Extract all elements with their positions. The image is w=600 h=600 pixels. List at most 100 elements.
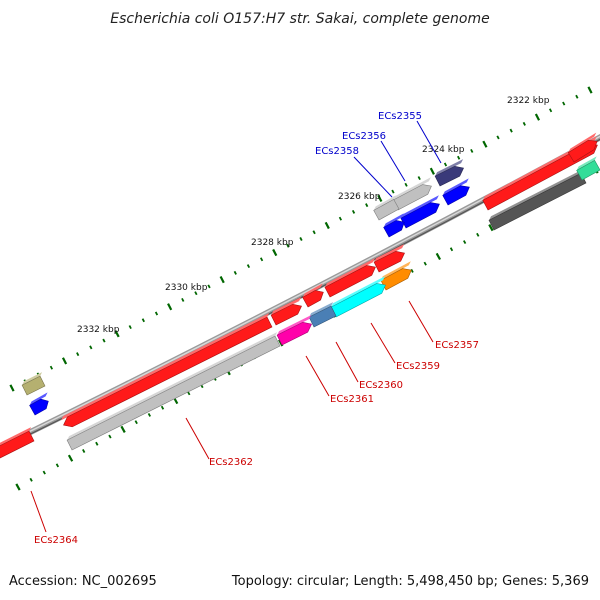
scale-tick-minor (181, 297, 185, 302)
gene-top-face (373, 195, 396, 211)
gene-red-b[interactable] (270, 297, 302, 326)
gene-ecs2357[interactable] (380, 261, 412, 291)
gene-top-face (374, 244, 405, 263)
gene-top-face (22, 372, 43, 386)
scale-label: 2332 kbp (77, 325, 120, 335)
scale-ticks-outer (9, 86, 593, 392)
gene-top-face (61, 313, 270, 421)
gene-blue-tiny[interactable] (383, 213, 405, 238)
scale-tick-major (272, 248, 278, 257)
scale-label: 2324 kbp (422, 145, 465, 155)
scale-tick-minor (154, 311, 159, 316)
gene-ecs2362[interactable] (66, 332, 281, 451)
gene-green[interactable] (576, 156, 600, 181)
gene-top-face (271, 297, 302, 316)
scale-tick-minor (102, 338, 106, 343)
scale-tick-minor (443, 162, 448, 167)
forward-label-leaders (353, 120, 442, 198)
gene-label-ecs2361[interactable]: ECs2361 (330, 394, 374, 405)
gene-body (63, 316, 273, 428)
scale-tick-major (488, 224, 494, 232)
gene-blue-small[interactable] (442, 178, 470, 206)
gene-label-ecs2357[interactable]: ECs2357 (435, 340, 479, 351)
scale-tick-minor (470, 148, 474, 153)
gene-body (66, 335, 281, 451)
gene-top-face (67, 332, 278, 441)
gene-body (567, 139, 598, 163)
gene-body (380, 268, 412, 291)
footer-topology: Topology: circular; Length: 5,498,450 bp… (231, 574, 589, 589)
gene-top-face (568, 132, 597, 153)
scale-tick-minor (49, 365, 54, 370)
gene-top-face (0, 427, 32, 446)
gene-ecs2361[interactable] (276, 315, 312, 346)
scale-tick-minor (299, 237, 303, 241)
scale-tick-minor (128, 325, 132, 330)
gene-ecs2362-red[interactable] (61, 313, 273, 428)
scale-tick-major (482, 140, 488, 148)
scale-tick-minor (141, 318, 145, 323)
gene-label-ecs2360[interactable]: ECs2360 (359, 380, 403, 391)
gene-label-ecs2364[interactable]: ECs2364 (34, 535, 78, 546)
scale-tick-minor (365, 203, 369, 208)
scale-tick-minor (55, 463, 60, 468)
gene-ecs2364[interactable] (0, 427, 35, 460)
gene-label-ecs2362[interactable]: ECs2362 (209, 457, 253, 468)
gene-ecs2355[interactable] (434, 159, 464, 187)
scale-tick-minor (423, 261, 427, 266)
scale-tick-major (219, 276, 225, 284)
scale-label: 2326 kbp (338, 192, 381, 202)
scale-label: 2328 kbp (251, 238, 294, 248)
gene-label-ecs2356[interactable]: ECs2356 (342, 131, 386, 142)
scale-tick-major (377, 194, 383, 202)
scale-label: 2330 kbp (165, 283, 208, 293)
gene-features (0, 132, 600, 460)
scale-tick-minor (476, 232, 480, 237)
scale-tick-minor (404, 182, 408, 187)
scale-tick-minor (82, 449, 86, 453)
gene-blue[interactable] (400, 195, 440, 229)
gene-ecs2360[interactable] (308, 302, 337, 328)
gene-ecs2357-red[interactable] (373, 244, 405, 273)
gene-body (373, 198, 400, 221)
gene-top-face (330, 276, 385, 308)
reverse-label-leaders (30, 300, 434, 533)
scale-tick-minor (457, 155, 461, 160)
gene-red-edge[interactable] (567, 132, 598, 163)
footer-accession: Accession: NC_002695 (9, 574, 157, 589)
gene-blue-left[interactable] (29, 392, 49, 416)
gene-label-ecs2355[interactable]: ECs2355 (378, 111, 422, 122)
scale-tick-minor (312, 230, 316, 235)
gene-body (576, 159, 600, 181)
scale-label: 2322 kbp (507, 96, 550, 106)
gene-red-mid[interactable] (324, 258, 376, 298)
scale-tick-major (429, 167, 435, 175)
scale-tick-minor (160, 405, 165, 410)
scale-tick-minor (410, 268, 414, 273)
scale-tick-minor (246, 264, 251, 269)
scale-tick-minor (233, 270, 237, 275)
gene-body (0, 430, 35, 459)
scale-tick-minor (187, 391, 191, 396)
gene-label-ecs2358[interactable]: ECs2358 (315, 146, 359, 157)
gene-top-face (324, 258, 375, 288)
scale-tick-major (167, 303, 173, 311)
scale-tick-minor (89, 345, 93, 350)
gene-label-ecs2359[interactable]: ECs2359 (396, 361, 440, 372)
gene-top-face (380, 261, 411, 281)
scale-tick-major (587, 86, 593, 94)
gene-body (383, 220, 405, 238)
gene-olive[interactable] (21, 372, 46, 396)
gene-top-face (392, 177, 431, 201)
gene-ecs2358[interactable] (373, 195, 400, 221)
scale-tick-minor (496, 135, 500, 140)
scale-tick-major (61, 357, 68, 365)
scale-tick-minor (259, 257, 264, 262)
scale-tick-minor (29, 477, 33, 482)
gene-body (308, 305, 337, 328)
gene-red-small[interactable] (302, 283, 324, 308)
gene-body (434, 165, 464, 187)
scale-tick-minor (95, 441, 99, 446)
gene-body (29, 398, 49, 416)
